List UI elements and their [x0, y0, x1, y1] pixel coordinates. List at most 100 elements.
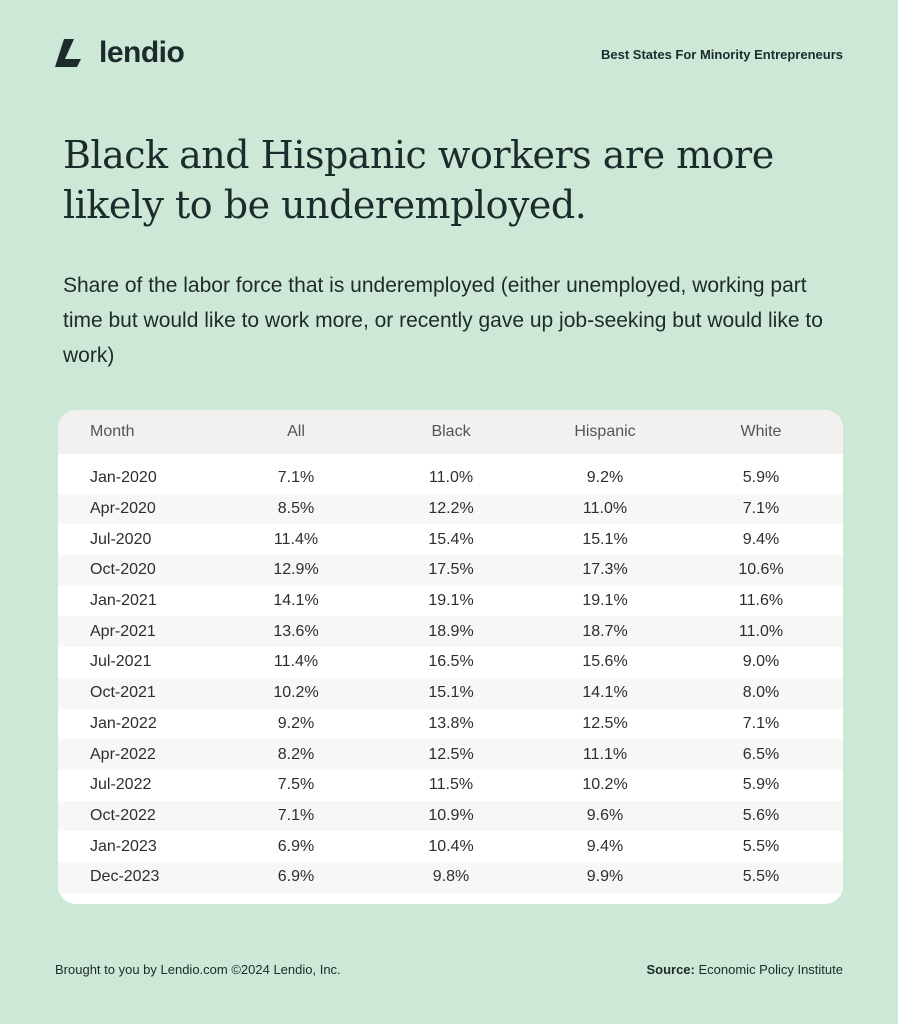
cell-month: Dec-2023	[90, 868, 160, 886]
cell-white: 5.5%	[742, 837, 780, 855]
cell-all: 8.5%	[277, 500, 315, 518]
cell-black: 17.5%	[428, 561, 474, 579]
cell-all: 7.5%	[277, 776, 315, 794]
cell-hispanic: 14.1%	[582, 684, 628, 702]
table-row: Jan-2023 6.9% 10.4% 9.4% 5.5%	[58, 831, 843, 862]
cell-white: 8.0%	[742, 684, 780, 702]
cell-black: 18.9%	[428, 622, 474, 640]
page-subtitle: Share of the labor force that is underem…	[63, 274, 823, 367]
table-body: Jan-2020 7.1% 11.0% 9.2% 5.9% Apr-2020 8.5% 12.…	[58, 454, 843, 893]
brand-name: lendio	[99, 36, 185, 69]
footer-credit: Brought to you by Lendio.com ©2024 Lendi…	[55, 962, 341, 977]
table-row: Oct-2021 10.2% 15.1% 14.1% 8.0%	[58, 677, 843, 709]
cell-black: 15.4%	[428, 530, 474, 548]
cell-all: 8.2%	[277, 745, 315, 763]
cell-white: 9.0%	[742, 653, 780, 671]
cell-hispanic: 15.6%	[582, 653, 628, 671]
table-row: Oct-2022 7.1% 10.9% 9.6% 5.6%	[58, 800, 843, 832]
cell-all: 11.4%	[273, 653, 319, 671]
cell-white: 11.0%	[738, 622, 784, 640]
cell-black: 10.9%	[428, 806, 474, 824]
brand-logo: lendio	[55, 36, 185, 70]
cell-all: 12.9%	[273, 561, 319, 579]
source-label: Source:	[646, 962, 695, 977]
cell-month: Jan-2021	[90, 592, 157, 610]
column-header-month: Month	[90, 423, 135, 440]
cell-all: 6.9%	[277, 837, 315, 855]
cell-hispanic: 15.1%	[582, 530, 628, 548]
cell-all: 13.6%	[273, 622, 319, 640]
cell-month: Jul-2022	[90, 776, 152, 794]
cell-month: Jan-2020	[90, 469, 157, 487]
cell-white: 10.6%	[738, 561, 784, 579]
cell-hispanic: 9.6%	[586, 806, 624, 824]
page-title: Black and Hispanic workers are more like…	[63, 133, 774, 227]
cell-white: 7.1%	[742, 500, 780, 518]
cell-white: 11.6%	[738, 592, 784, 610]
cell-white: 5.9%	[742, 776, 780, 794]
table-row: Jan-2021 14.1% 19.1% 19.1% 11.6%	[58, 586, 843, 617]
cell-black: 11.0%	[428, 469, 474, 487]
table-row: Apr-2020 8.5% 12.2% 11.0% 7.1%	[58, 493, 843, 525]
cell-all: 7.1%	[277, 806, 315, 824]
cell-month: Apr-2020	[90, 500, 156, 518]
table-row: Apr-2022 8.2% 12.5% 11.1% 6.5%	[58, 739, 843, 770]
cell-white: 9.4%	[742, 530, 780, 548]
table-header-row: Month All Black Hispanic White	[58, 410, 843, 454]
cell-hispanic: 9.2%	[586, 469, 624, 487]
data-table-card: Month All Black Hispanic White Jan-2020 7.1% 1…	[58, 410, 843, 904]
cell-month: Jan-2022	[90, 714, 157, 732]
table-row: Dec-2023 6.9% 9.8% 9.9% 5.5%	[58, 861, 843, 893]
cell-white: 5.5%	[742, 868, 780, 886]
cell-black: 19.1%	[428, 592, 474, 610]
report-title: Best States For Minority Entrepreneurs	[601, 47, 843, 62]
table-row: Apr-2021 13.6% 18.9% 18.7% 11.0%	[58, 616, 843, 648]
cell-white: 5.9%	[742, 469, 780, 487]
cell-hispanic: 10.2%	[582, 776, 628, 794]
column-header-all: All	[287, 423, 305, 440]
cell-hispanic: 9.9%	[586, 868, 624, 886]
lendio-logo-icon	[55, 39, 81, 67]
cell-month: Oct-2020	[90, 561, 156, 579]
column-header-hispanic: Hispanic	[574, 423, 636, 440]
cell-hispanic: 19.1%	[582, 592, 628, 610]
cell-white: 5.6%	[742, 806, 780, 824]
cell-all: 10.2%	[273, 684, 319, 702]
cell-black: 11.5%	[428, 776, 474, 794]
cell-month: Jul-2020	[90, 530, 152, 548]
table-row: Jul-2021 11.4% 16.5% 15.6% 9.0%	[58, 647, 843, 678]
column-header-white: White	[740, 423, 782, 440]
cell-black: 15.1%	[428, 684, 474, 702]
table-row: Jul-2020 11.4% 15.4% 15.1% 9.4%	[58, 524, 843, 555]
cell-all: 11.4%	[273, 530, 319, 548]
cell-all: 14.1%	[273, 592, 319, 610]
table-row: Oct-2020 12.9% 17.5% 17.3% 10.6%	[58, 555, 843, 586]
cell-black: 13.8%	[428, 714, 474, 732]
cell-white: 7.1%	[742, 714, 780, 732]
cell-black: 16.5%	[428, 653, 474, 671]
cell-month: Jul-2021	[90, 653, 152, 671]
table-row: Jul-2022 7.5% 11.5% 10.2% 5.9%	[58, 770, 843, 801]
footer-source: Source: Economic Policy Institute	[646, 962, 843, 977]
cell-all: 9.2%	[277, 714, 315, 732]
cell-all: 7.1%	[277, 469, 315, 487]
cell-month: Apr-2022	[90, 745, 156, 763]
cell-black: 10.4%	[428, 837, 474, 855]
cell-black: 9.8%	[432, 868, 470, 886]
cell-month: Apr-2021	[90, 622, 156, 640]
cell-all: 6.9%	[277, 868, 315, 886]
column-header-black: Black	[431, 423, 471, 440]
source-value: Economic Policy Institute	[698, 962, 843, 977]
cell-hispanic: 9.4%	[586, 837, 624, 855]
cell-month: Jan-2023	[90, 837, 157, 855]
cell-hispanic: 11.0%	[582, 500, 628, 518]
cell-black: 12.5%	[428, 745, 474, 763]
cell-hispanic: 18.7%	[582, 622, 628, 640]
cell-hispanic: 11.1%	[582, 745, 628, 763]
table-row: Jan-2022 9.2% 13.8% 12.5% 7.1%	[58, 709, 843, 740]
cell-hispanic: 17.3%	[582, 561, 628, 579]
cell-black: 12.2%	[428, 500, 474, 518]
table-row: Jan-2020 7.1% 11.0% 9.2% 5.9%	[58, 463, 843, 494]
cell-month: Oct-2022	[90, 806, 156, 824]
cell-hispanic: 12.5%	[582, 714, 628, 732]
